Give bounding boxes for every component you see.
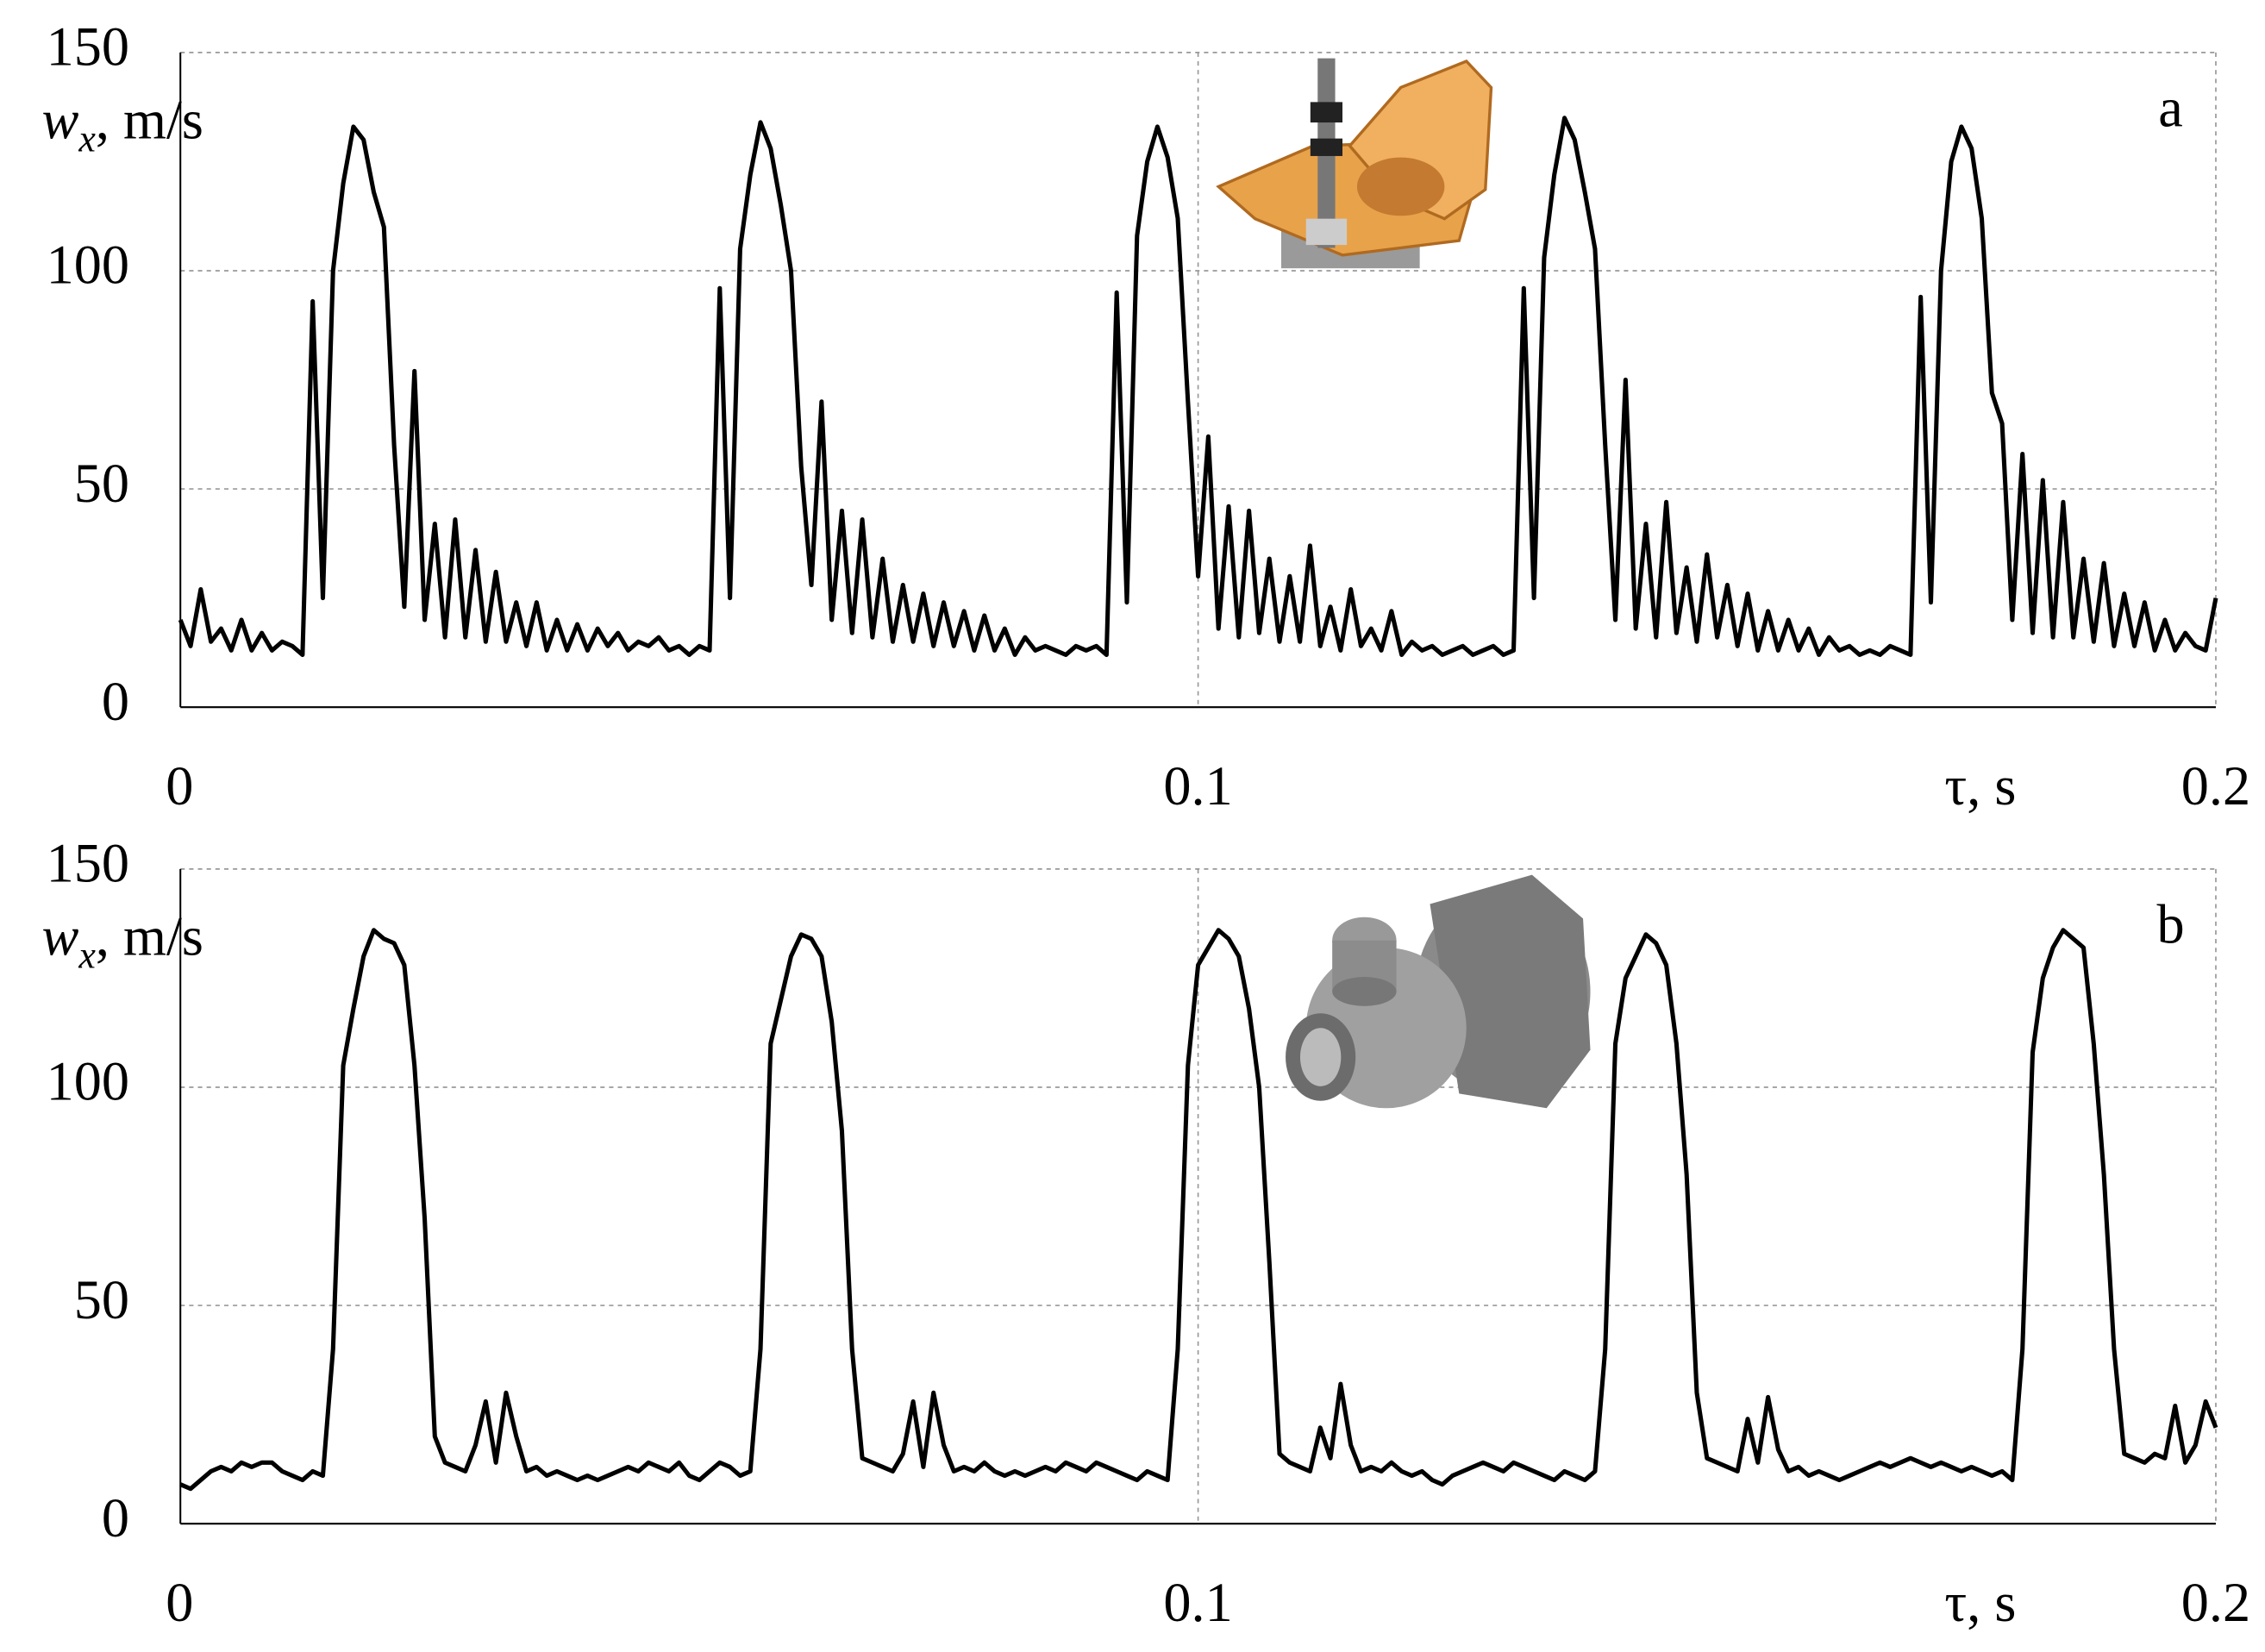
valve-icon xyxy=(1216,58,1493,269)
y-tick-label: 150 xyxy=(47,833,129,894)
x-tick-label: 0.1 xyxy=(1163,755,1232,817)
y-label-symbol: w xyxy=(42,905,79,967)
x-tick-label: 0.2 xyxy=(2181,1572,2250,1633)
x-tick-label: 0 xyxy=(166,755,193,817)
y-axis-label: wx, m/s xyxy=(42,89,203,160)
y-axis-label: wx, m/s xyxy=(42,905,203,977)
y-tick-label: 100 xyxy=(47,235,129,296)
y-label-subscript: x xyxy=(78,935,96,977)
panel: 0 50 100 150 0 0.1 0.2 wx, m/s τ, s a xyxy=(42,16,2251,817)
x-axis-label: τ, s xyxy=(1944,755,2016,817)
y-label-symbol: w xyxy=(42,89,79,150)
y-tick-label: 0 xyxy=(102,1487,129,1549)
x-tick-label: 0 xyxy=(166,1572,193,1633)
y-label-unit: , m/s xyxy=(96,905,203,967)
y-tick-label: 50 xyxy=(74,453,129,514)
turbocharger-icon xyxy=(1286,874,1591,1109)
panel-label: b xyxy=(2156,894,2184,955)
y-tick-label: 0 xyxy=(102,671,129,732)
x-tick-label: 0.2 xyxy=(2181,755,2250,817)
data-line xyxy=(178,116,2218,657)
x-tick-label: 0.1 xyxy=(1163,1572,1232,1633)
y-tick-label: 50 xyxy=(74,1269,129,1330)
x-axis-label: τ, s xyxy=(1944,1572,2016,1633)
panel-label: a xyxy=(2158,78,2183,139)
data-line xyxy=(179,928,2218,1492)
y-tick-label: 100 xyxy=(47,1051,129,1112)
y-tick-label: 150 xyxy=(47,16,129,78)
y-label-unit: , m/s xyxy=(96,89,203,150)
y-label-subscript: x xyxy=(78,118,96,160)
panel: 0 50 100 150 0 0.1 0.2 wx, m/s τ, s b xyxy=(42,833,2251,1633)
